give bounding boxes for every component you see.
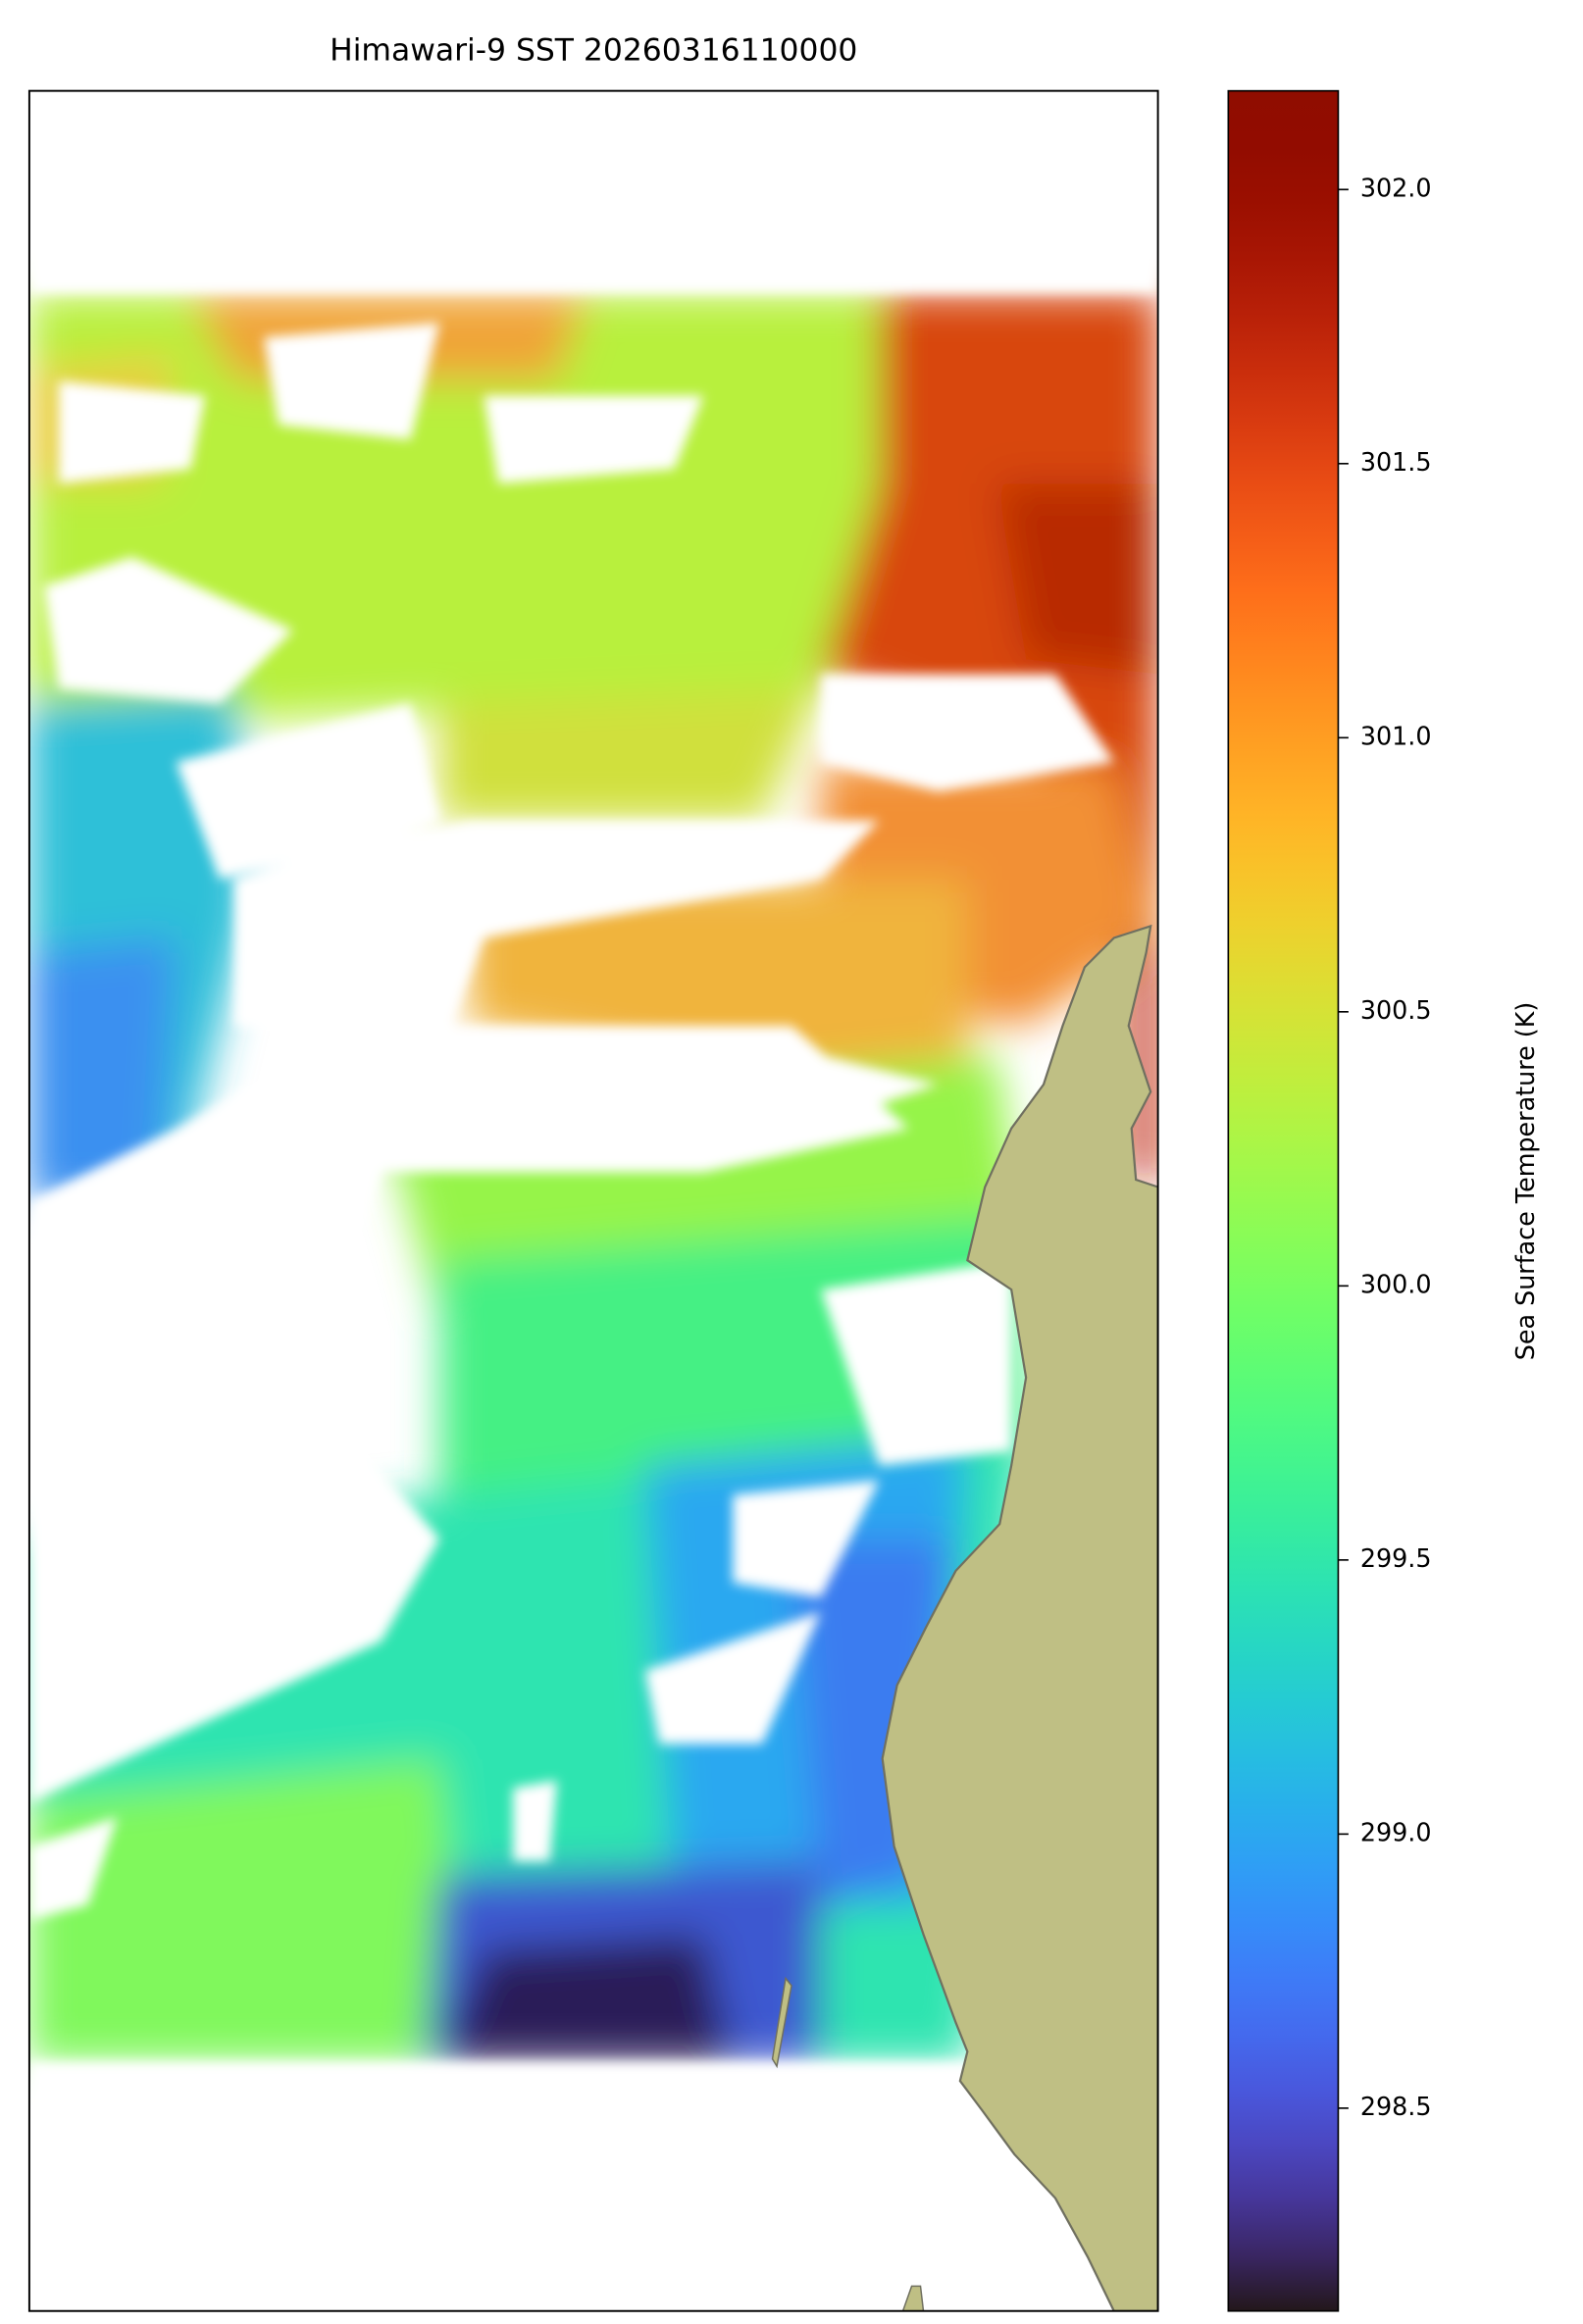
- colorbar-label: Sea Surface Temperature (K): [1510, 1002, 1540, 1361]
- colorbar-tick-label: 300.0: [1360, 1269, 1432, 1298]
- colorbar-frame: [1227, 89, 1340, 2312]
- sst-field: [28, 90, 1158, 2311]
- map-frame: [27, 89, 1159, 2312]
- map-title: Himawari-9 SST 20260316110000: [330, 32, 857, 68]
- colorbar-tick-label: 300.5: [1360, 995, 1432, 1025]
- colorbar-tick-label: 302.0: [1360, 173, 1432, 202]
- colorbar-tick-label: 301.5: [1360, 447, 1432, 477]
- colorbar-tick-label: 299.5: [1360, 1543, 1432, 1573]
- colorbar-tick-label: 299.0: [1360, 1817, 1432, 1846]
- colorbar-tick-label: 301.0: [1360, 721, 1432, 750]
- colorbar: [1228, 90, 1339, 2311]
- colorbar-tick-label: 298.5: [1360, 2092, 1432, 2121]
